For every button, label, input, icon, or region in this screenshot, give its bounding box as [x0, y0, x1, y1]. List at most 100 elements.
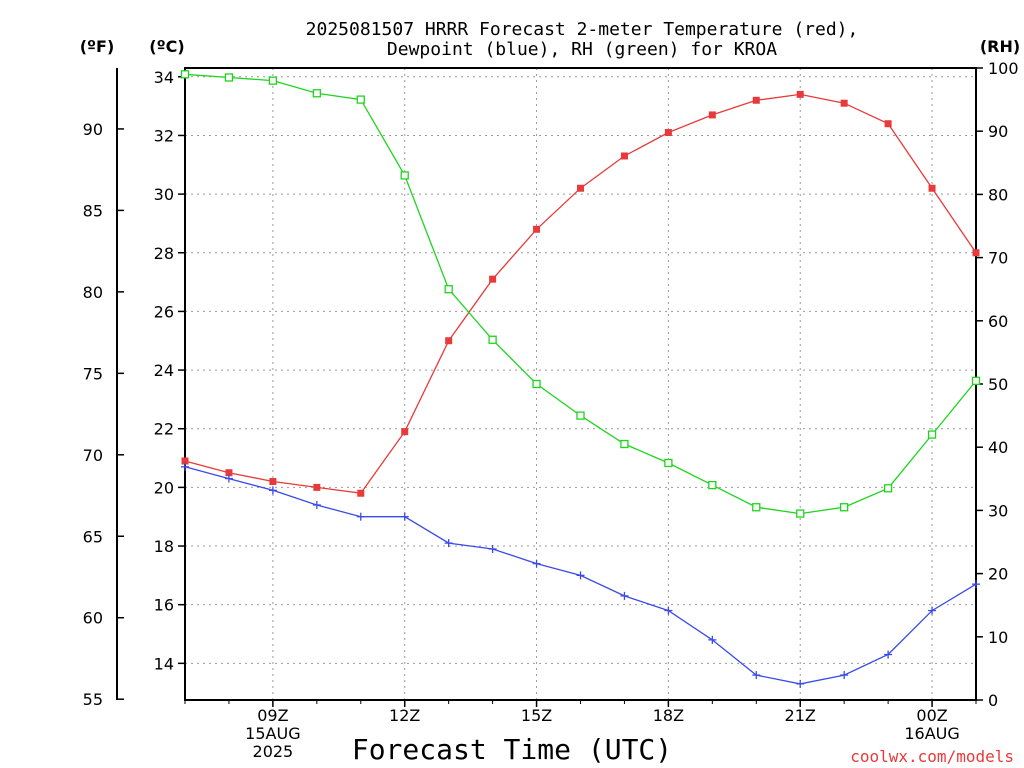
- temperature-point: [972, 249, 980, 257]
- rh-tick-label: 90: [988, 122, 1008, 141]
- celsius-tick-label: 14: [154, 654, 174, 673]
- dewpoint-point: [181, 462, 189, 471]
- temperature-point: [664, 129, 672, 137]
- plot-frame: [184, 67, 977, 701]
- fahrenheit-tick-label: 60: [83, 609, 103, 628]
- fahrenheit-axis: 55 60 65 70 75 80 85 90: [83, 120, 124, 709]
- rh-point: [400, 171, 409, 180]
- rh-point: [883, 484, 893, 493]
- rh-series-line: [184, 73, 977, 515]
- dewpoint-point: [928, 606, 937, 615]
- temperature-point: [840, 99, 848, 107]
- rh-point: [532, 379, 541, 389]
- fahrenheit-tick-label: 75: [83, 364, 103, 383]
- temperature-point: [533, 225, 541, 233]
- temperature-point: [181, 457, 189, 465]
- x-tick-label: 00Z: [916, 706, 947, 725]
- celsius-axis: 14 16 18 20 22 24 26 28 30 32 34: [154, 68, 185, 673]
- temperature-point: [884, 120, 892, 128]
- rh-point: [927, 430, 937, 439]
- x-tick-label: 09Z: [257, 706, 288, 725]
- rh-point: [708, 480, 717, 490]
- dewpoint-point: [400, 512, 409, 521]
- temperature-point: [401, 428, 409, 436]
- chart-title-line1: 2025081507 HRRR Forecast 2-meter Tempera…: [306, 19, 859, 40]
- rh-tick-label: 10: [988, 628, 1008, 647]
- dewpoint-point: [224, 474, 233, 483]
- rh-tick-label: 70: [988, 249, 1008, 268]
- x-tick-label: 21Z: [785, 706, 816, 725]
- temperature-point: [928, 184, 936, 192]
- rh-point: [620, 439, 629, 449]
- x-tick-label: 16AUG: [904, 724, 959, 743]
- celsius-tick-label: 24: [154, 361, 174, 380]
- rh-tick-label: 50: [988, 375, 1008, 394]
- dewpoint-point: [664, 606, 673, 615]
- rh-point: [752, 503, 761, 512]
- rh-point: [664, 458, 673, 468]
- temperature-point: [445, 337, 453, 345]
- celsius-tick-label: 30: [154, 185, 174, 204]
- fahrenheit-tick-label: 90: [83, 120, 103, 139]
- x-tick-label: 15AUG: [245, 724, 300, 743]
- fahrenheit-unit-label: (ºF): [80, 37, 115, 56]
- fahrenheit-tick-label: 65: [83, 527, 103, 546]
- rh-point: [180, 70, 190, 79]
- temperature-point: [752, 96, 760, 104]
- dewpoint-point: [356, 512, 365, 521]
- rh-point: [356, 95, 365, 104]
- dewpoint-point: [268, 486, 277, 495]
- temperature-point: [620, 152, 628, 160]
- credit-label: coolwx.com/models: [850, 747, 1014, 766]
- rh-tick-label: 20: [988, 565, 1008, 584]
- fahrenheit-tick-label: 85: [83, 201, 103, 220]
- rh-tick-label: 100: [988, 59, 1019, 78]
- celsius-tick-label: 34: [154, 68, 174, 87]
- rh-point: [312, 89, 321, 98]
- temperature-point: [796, 90, 804, 98]
- dewpoint-point: [884, 650, 893, 659]
- temperature-point: [225, 469, 233, 477]
- x-tick-label: 18Z: [653, 706, 684, 725]
- temperature-series-line: [184, 93, 977, 494]
- rh-point: [224, 73, 234, 82]
- x-tick-label: 12Z: [389, 706, 420, 725]
- rh-axis: 0 10 20 30 40 50 60 70 80 90 100: [976, 59, 1019, 710]
- dewpoint-point: [840, 671, 849, 680]
- rh-tick-label: 80: [988, 185, 1008, 204]
- temperature-point: [357, 489, 365, 497]
- fahrenheit-tick-label: 80: [83, 283, 103, 302]
- rh-point: [488, 335, 497, 344]
- fahrenheit-tick-label: 70: [83, 446, 103, 465]
- celsius-tick-label: 16: [154, 596, 174, 615]
- temperature-point: [269, 478, 277, 486]
- chart-title-line2: Dewpoint (blue), RH (green) for KROA: [387, 39, 777, 60]
- grid-lines: [185, 68, 976, 700]
- temperature-point: [708, 111, 716, 119]
- x-tick-label: 2025: [253, 742, 294, 761]
- rh-tick-label: 0: [988, 691, 998, 710]
- temperature-point: [489, 275, 497, 283]
- dewpoint-point: [532, 559, 541, 568]
- dewpoint-point: [796, 679, 805, 688]
- temperature-point: [313, 483, 321, 491]
- rh-tick-label: 60: [988, 312, 1008, 331]
- rh-point: [576, 411, 585, 420]
- rh-tick-label: 30: [988, 501, 1008, 520]
- celsius-tick-label: 20: [154, 478, 174, 497]
- rh-tick-label: 40: [988, 438, 1008, 457]
- rh-point: [840, 503, 849, 512]
- dewpoint-point: [444, 539, 453, 548]
- celsius-unit-label: (ºC): [149, 37, 184, 56]
- celsius-tick-label: 26: [154, 302, 174, 321]
- rh-point: [796, 509, 805, 518]
- rh-point: [971, 376, 981, 385]
- celsius-tick-label: 28: [154, 244, 174, 263]
- dewpoint-point: [708, 635, 717, 644]
- temperature-point: [577, 184, 584, 192]
- fahrenheit-tick-label: 55: [83, 690, 103, 709]
- x-tick-label: 15Z: [521, 706, 552, 725]
- rh-point: [444, 285, 453, 294]
